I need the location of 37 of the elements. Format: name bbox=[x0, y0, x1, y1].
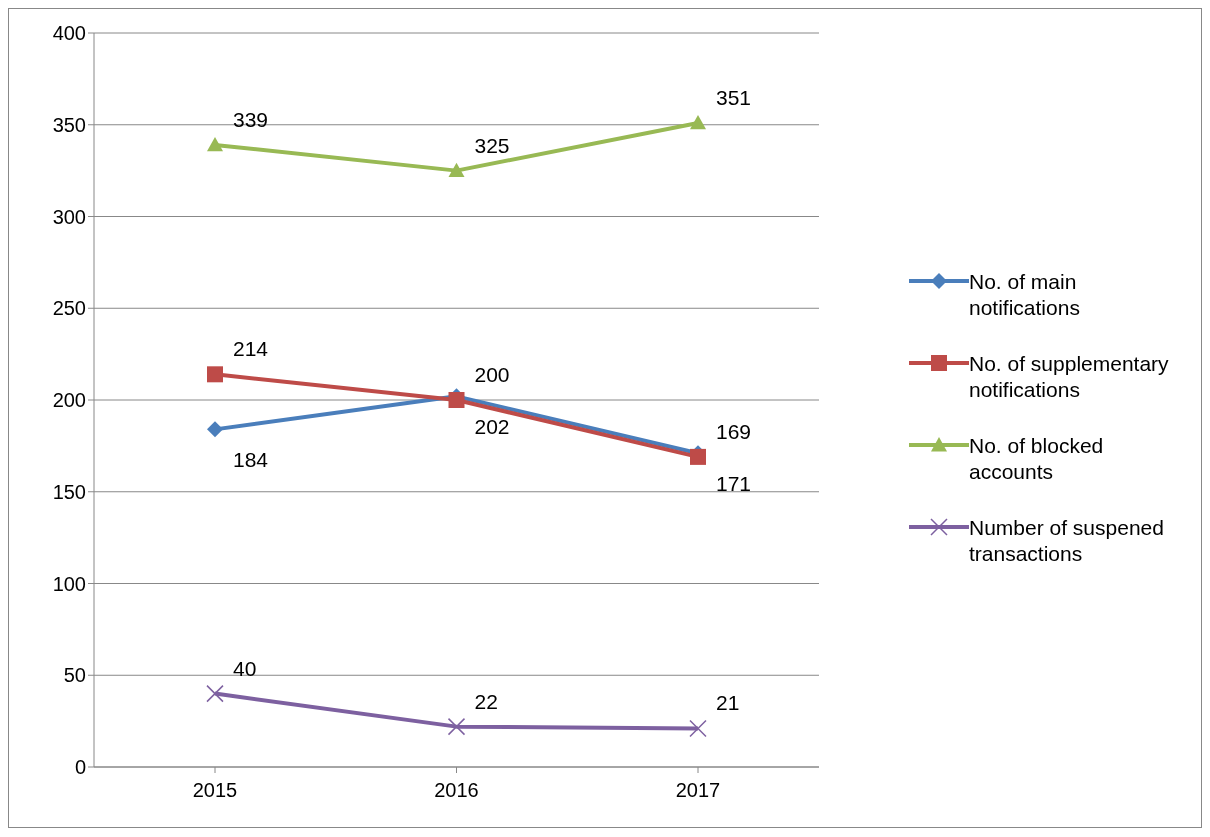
data-label: 200 bbox=[474, 363, 510, 386]
data-label: 21 bbox=[716, 691, 740, 715]
y-tick-label: 250 bbox=[52, 297, 86, 320]
data-label: 169 bbox=[716, 419, 752, 443]
data-label: 22 bbox=[474, 689, 498, 713]
y-tick-label: 150 bbox=[52, 480, 86, 503]
point bbox=[689, 719, 707, 738]
y-tick-label: 100 bbox=[52, 572, 86, 595]
legend-label: No. of main notifications bbox=[969, 269, 1081, 321]
y-tick-label: 300 bbox=[52, 205, 86, 228]
legend-label: No. of blocked accounts bbox=[969, 433, 1105, 485]
data-label: 339 bbox=[233, 107, 269, 131]
x-tick-label: 2017 bbox=[675, 779, 721, 802]
y-tick-label: 200 bbox=[52, 389, 86, 412]
point bbox=[448, 392, 465, 408]
data-label: 40 bbox=[233, 656, 257, 680]
data-label: 325 bbox=[474, 133, 510, 157]
point bbox=[206, 684, 224, 703]
legend-label: No. of supplementary notifications bbox=[969, 351, 1169, 403]
point bbox=[448, 162, 465, 178]
point bbox=[207, 421, 223, 438]
data-label: 214 bbox=[233, 337, 269, 361]
point bbox=[690, 114, 706, 130]
legend-label: Number of suspened transactions bbox=[969, 515, 1165, 567]
data-label: 171 bbox=[716, 472, 752, 496]
data-label: 351 bbox=[716, 85, 752, 109]
point bbox=[207, 366, 223, 383]
y-tick-label: 0 bbox=[74, 756, 86, 779]
x-tick-label: 2015 bbox=[192, 779, 238, 802]
y-tick-label: 350 bbox=[52, 113, 86, 136]
y-tick-label: 50 bbox=[63, 664, 86, 687]
x-tick-label: 2016 bbox=[434, 779, 479, 802]
data-label: 184 bbox=[233, 448, 269, 472]
point bbox=[447, 717, 466, 736]
point bbox=[207, 136, 223, 152]
data-label: 202 bbox=[474, 415, 510, 439]
y-tick-label: 400 bbox=[52, 22, 86, 45]
